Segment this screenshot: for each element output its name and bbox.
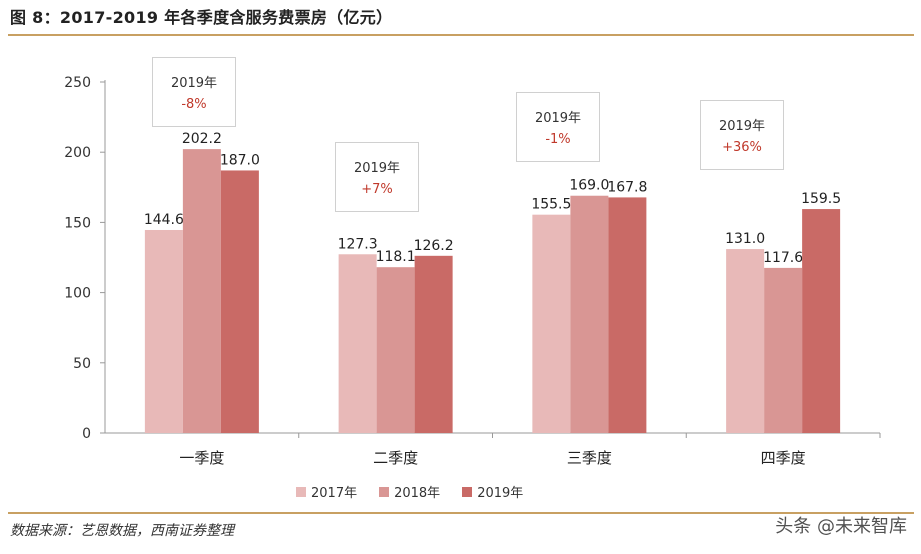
annotation-box-q3: 2019年 -1% [516, 92, 600, 162]
data-label: 169.0 [569, 178, 609, 194]
x-tick-label: 二季度 [373, 449, 418, 467]
data-label: 155.5 [531, 197, 571, 213]
annotation-change: +7% [361, 182, 393, 197]
bottom-rule [8, 512, 914, 514]
legend-item-2017: 2017年 [296, 482, 357, 501]
y-tick-label: 100 [64, 286, 91, 302]
annotation-change: -8% [181, 97, 207, 112]
data-label: 144.6 [144, 212, 184, 228]
bar [802, 209, 841, 433]
data-label: 187.0 [220, 152, 260, 168]
bar [220, 170, 259, 433]
x-tick-label: 一季度 [179, 449, 224, 467]
legend-label: 2019年 [477, 486, 524, 501]
bar [414, 255, 453, 433]
top-rule [8, 34, 914, 36]
legend-label: 2018年 [394, 486, 441, 501]
legend-item-2019: 2019年 [462, 482, 523, 501]
watermark: 头条 @未来智库 [775, 516, 907, 537]
data-label: 131.0 [725, 231, 765, 247]
bar [182, 149, 221, 433]
y-tick-label: 250 [64, 75, 91, 91]
bar [376, 267, 415, 433]
annotation-year: 2019年 [718, 119, 766, 134]
annotation-year: 2019年 [170, 76, 218, 91]
bar [338, 254, 377, 433]
x-tick-label: 四季度 [761, 449, 806, 467]
annotation-year: 2019年 [353, 161, 401, 176]
bar [570, 195, 609, 433]
chart-title: 图 8：2017-2019 年各季度含服务费票房（亿元） [10, 8, 393, 27]
annotation-year: 2019年 [534, 111, 582, 126]
legend-label: 2017年 [311, 486, 358, 501]
annotation-box-q2: 2019年 +7% [335, 142, 419, 212]
annotation-change: -1% [545, 132, 571, 147]
y-tick-label: 0 [82, 426, 91, 442]
data-label: 118.1 [376, 249, 416, 265]
data-label: 127.3 [338, 236, 378, 252]
legend-swatch [462, 486, 473, 497]
annotation-change: +36% [722, 140, 762, 155]
data-label: 167.8 [607, 179, 647, 195]
bar [726, 249, 765, 433]
data-label: 202.2 [182, 131, 222, 147]
legend-item-2018: 2018年 [379, 482, 440, 501]
y-tick-label: 150 [64, 215, 91, 231]
bar [532, 214, 571, 433]
data-label: 126.2 [414, 238, 454, 254]
data-label: 117.6 [763, 250, 803, 266]
y-tick-label: 50 [73, 356, 91, 372]
annotation-box-q4: 2019年 +36% [700, 100, 784, 170]
bar-chart: 0 50 100 150 200 250 一季度 144.6 202.2 187.0 二季度 127.… [64, 75, 881, 467]
bar [144, 229, 183, 433]
annotation-box-q1: 2019年 -8% [152, 57, 236, 127]
y-tick-label: 200 [64, 145, 91, 161]
x-tick-label: 三季度 [567, 449, 612, 467]
bar [764, 267, 803, 433]
bar [608, 197, 647, 433]
data-label: 159.5 [801, 191, 841, 207]
legend-swatch [296, 486, 306, 497]
legend-swatch [379, 486, 390, 497]
source-note: 数据来源：艺恩数据，西南证券整理 [10, 523, 234, 539]
legend: 2017年 2018年 2019年 [296, 482, 523, 501]
